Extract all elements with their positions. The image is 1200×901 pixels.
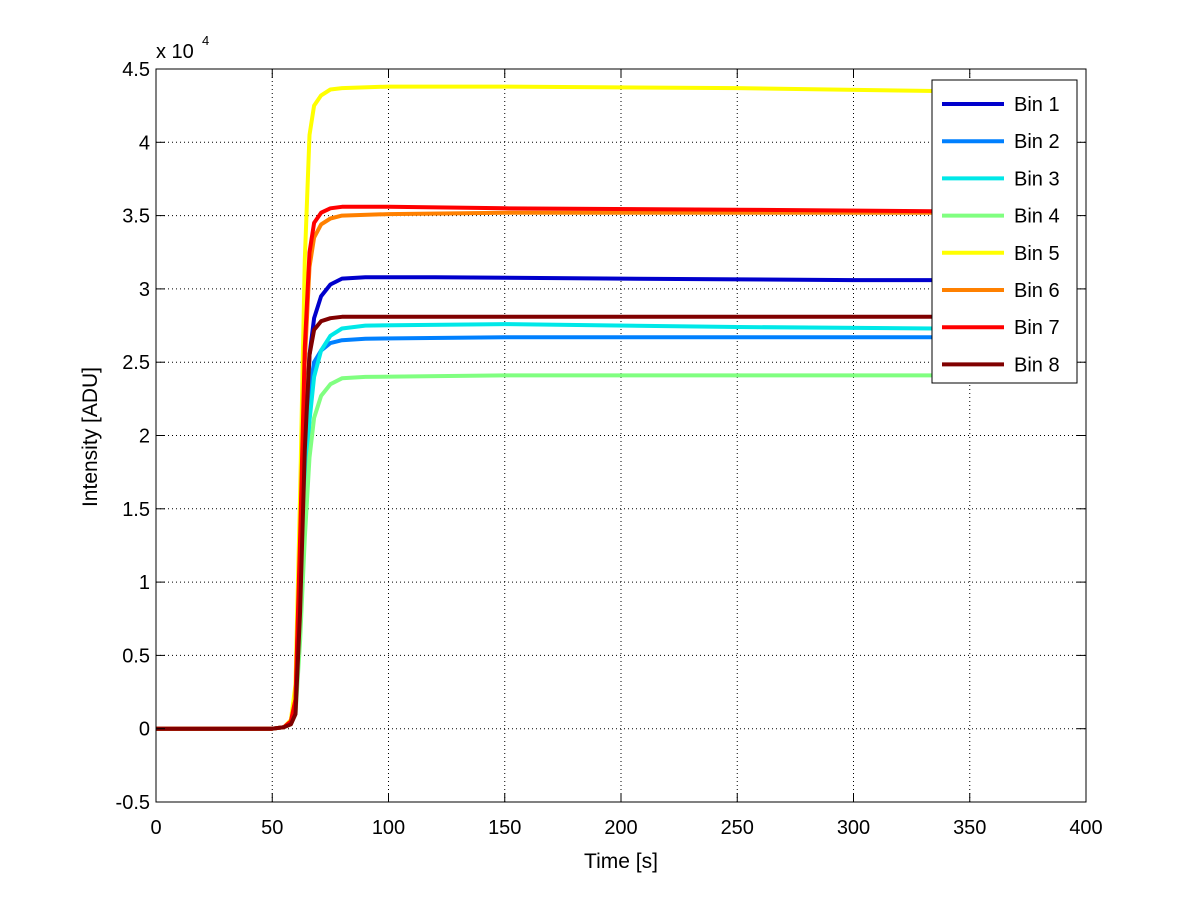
y-tick-label: 2.5 <box>122 352 150 374</box>
y-tick-label: 0 <box>139 719 150 741</box>
series-lines <box>156 84 935 731</box>
x-tick-label: 0 <box>150 817 161 839</box>
legend-label-bin-8: Bin 8 <box>1014 354 1060 376</box>
y-multiplier-exponent: 4 <box>202 33 209 48</box>
x-tick-labels: 0 50 100 150 200 250 300 350 400 <box>150 817 1102 839</box>
y-tick-label: 1.5 <box>122 499 150 521</box>
legend: Bin 1 Bin 2 Bin 3 Bin 4 Bin 5 Bin 6 Bin 7 Bin 8 <box>931 79 1078 384</box>
x-tick-label: 300 <box>837 817 870 839</box>
y-tick-label: -0.5 <box>116 792 150 814</box>
y-tick-label: 4.5 <box>122 59 150 81</box>
x-tick-label: 200 <box>604 817 637 839</box>
legend-label-bin-3: Bin 3 <box>1014 168 1060 190</box>
legend-label-bin-6: Bin 6 <box>1014 280 1060 302</box>
x-tick-label: 250 <box>721 817 754 839</box>
x-axis-label: Time [s] <box>584 850 658 873</box>
x-tick-label: 400 <box>1069 817 1102 839</box>
legend-label-bin-7: Bin 7 <box>1014 317 1060 339</box>
y-tick-label: 0.5 <box>122 645 150 667</box>
legend-label-bin-2: Bin 2 <box>1014 131 1060 153</box>
y-axis-label: Intensity [ADU] <box>79 367 102 507</box>
x-tick-label: 150 <box>488 817 521 839</box>
y-tick-label: 3 <box>139 279 150 301</box>
y-tick-labels: -0.5 0 0.5 1 1.5 2 2.5 3 3.5 4 4.5 <box>116 59 150 814</box>
x-tick-label: 100 <box>372 817 405 839</box>
axis-ticks <box>155 68 1087 803</box>
legend-label-bin-5: Bin 5 <box>1014 243 1060 265</box>
y-tick-label: 2 <box>139 426 150 448</box>
series-line-bin-8 <box>156 314 935 731</box>
legend-label-bin-1: Bin 1 <box>1014 94 1060 116</box>
x-tick-label: 350 <box>953 817 986 839</box>
legend-label-bin-4: Bin 4 <box>1014 206 1060 228</box>
grid-lines <box>156 69 1086 802</box>
x-tick-label: 50 <box>261 817 283 839</box>
legend-box <box>931 79 1078 384</box>
y-tick-label: 3.5 <box>122 206 150 228</box>
y-tick-label: 1 <box>139 572 150 594</box>
y-tick-label: 4 <box>139 132 150 154</box>
y-multiplier-label: x 10 <box>156 41 194 63</box>
